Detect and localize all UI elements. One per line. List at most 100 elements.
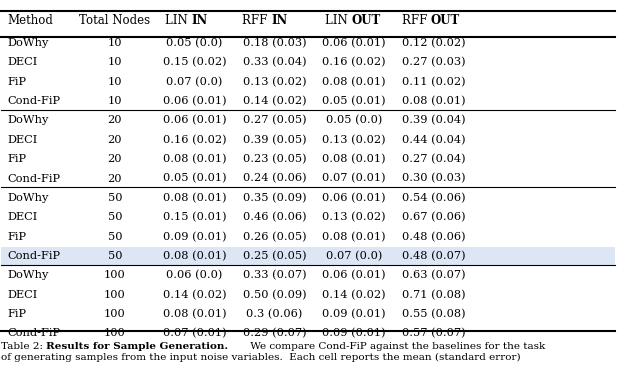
Text: 0.48 (0.06): 0.48 (0.06) — [402, 231, 466, 242]
Text: 0.27 (0.04): 0.27 (0.04) — [402, 154, 466, 164]
Text: 0.08 (0.01): 0.08 (0.01) — [163, 154, 227, 164]
Text: 10: 10 — [108, 96, 122, 106]
Text: 20: 20 — [108, 154, 122, 164]
Text: LIN: LIN — [165, 14, 191, 27]
Text: 0.16 (0.02): 0.16 (0.02) — [163, 135, 227, 145]
Text: 10: 10 — [108, 57, 122, 68]
Text: 0.05 (0.01): 0.05 (0.01) — [163, 173, 227, 184]
Text: 0.07 (0.01): 0.07 (0.01) — [163, 328, 227, 339]
Text: 0.08 (0.01): 0.08 (0.01) — [323, 231, 386, 242]
Text: 0.27 (0.03): 0.27 (0.03) — [402, 57, 466, 68]
Text: RFF: RFF — [243, 14, 271, 27]
Text: LIN: LIN — [324, 14, 351, 27]
Text: 0.33 (0.04): 0.33 (0.04) — [243, 57, 307, 68]
Text: FiP: FiP — [8, 77, 26, 87]
Text: FiP: FiP — [8, 232, 26, 242]
Text: Method: Method — [8, 14, 53, 27]
Text: 10: 10 — [108, 38, 122, 48]
Text: 0.05 (0.0): 0.05 (0.0) — [326, 116, 382, 126]
Text: 0.06 (0.01): 0.06 (0.01) — [323, 193, 386, 203]
Text: 0.06 (0.01): 0.06 (0.01) — [323, 38, 386, 48]
Text: 0.54 (0.06): 0.54 (0.06) — [402, 193, 466, 203]
Text: DoWhy: DoWhy — [8, 193, 49, 203]
Text: DoWhy: DoWhy — [8, 38, 49, 48]
Text: Cond-FiP: Cond-FiP — [8, 328, 61, 338]
Text: 100: 100 — [104, 328, 126, 338]
Text: 100: 100 — [104, 309, 126, 319]
Text: DECI: DECI — [8, 212, 38, 222]
Text: 0.29 (0.07): 0.29 (0.07) — [243, 328, 307, 339]
Text: 0.33 (0.07): 0.33 (0.07) — [243, 270, 307, 280]
Text: DECI: DECI — [8, 290, 38, 300]
Text: 0.07 (0.0): 0.07 (0.0) — [166, 76, 223, 87]
Text: 0.50 (0.09): 0.50 (0.09) — [243, 290, 307, 300]
Text: 0.15 (0.02): 0.15 (0.02) — [163, 57, 227, 68]
Text: 0.16 (0.02): 0.16 (0.02) — [323, 57, 386, 68]
Text: 0.13 (0.02): 0.13 (0.02) — [243, 76, 307, 87]
Text: 0.12 (0.02): 0.12 (0.02) — [402, 38, 466, 48]
Text: 100: 100 — [104, 270, 126, 280]
Text: 20: 20 — [108, 174, 122, 184]
Text: 50: 50 — [108, 193, 122, 203]
Text: 50: 50 — [108, 232, 122, 242]
Text: IN: IN — [271, 14, 287, 27]
Text: DECI: DECI — [8, 57, 38, 68]
Text: 0.44 (0.04): 0.44 (0.04) — [402, 135, 466, 145]
Text: 0.26 (0.05): 0.26 (0.05) — [243, 231, 307, 242]
Text: DoWhy: DoWhy — [8, 116, 49, 126]
Text: 100: 100 — [104, 290, 126, 300]
Text: 0.08 (0.01): 0.08 (0.01) — [163, 193, 227, 203]
Text: 0.23 (0.05): 0.23 (0.05) — [243, 154, 307, 164]
Text: 0.71 (0.08): 0.71 (0.08) — [402, 290, 466, 300]
Text: 0.35 (0.09): 0.35 (0.09) — [243, 193, 307, 203]
Text: 0.67 (0.06): 0.67 (0.06) — [402, 212, 466, 222]
Text: 0.14 (0.02): 0.14 (0.02) — [243, 96, 307, 106]
Text: 0.06 (0.01): 0.06 (0.01) — [163, 96, 227, 106]
Text: 0.57 (0.07): 0.57 (0.07) — [402, 328, 466, 339]
Text: 0.46 (0.06): 0.46 (0.06) — [243, 212, 307, 222]
Text: 0.09 (0.01): 0.09 (0.01) — [323, 328, 386, 339]
Text: 0.25 (0.05): 0.25 (0.05) — [243, 251, 307, 261]
Text: Total Nodes: Total Nodes — [79, 14, 150, 27]
Text: 0.07 (0.0): 0.07 (0.0) — [326, 251, 382, 261]
Text: 0.07 (0.01): 0.07 (0.01) — [323, 173, 386, 184]
Text: 0.11 (0.02): 0.11 (0.02) — [402, 76, 466, 87]
Text: 0.18 (0.03): 0.18 (0.03) — [243, 38, 307, 48]
Text: 0.08 (0.01): 0.08 (0.01) — [163, 309, 227, 319]
Text: 0.06 (0.01): 0.06 (0.01) — [323, 270, 386, 280]
Text: IN: IN — [191, 14, 208, 27]
Text: OUT: OUT — [351, 14, 380, 27]
Text: 0.14 (0.02): 0.14 (0.02) — [323, 290, 386, 300]
Text: 0.39 (0.04): 0.39 (0.04) — [402, 116, 466, 126]
Text: 0.05 (0.01): 0.05 (0.01) — [323, 96, 386, 106]
Text: 20: 20 — [108, 135, 122, 145]
Text: 0.14 (0.02): 0.14 (0.02) — [163, 290, 227, 300]
Text: OUT: OUT — [431, 14, 460, 27]
Text: 0.13 (0.02): 0.13 (0.02) — [323, 135, 386, 145]
Text: 0.08 (0.01): 0.08 (0.01) — [323, 154, 386, 164]
FancyBboxPatch shape — [1, 247, 615, 266]
Text: 0.06 (0.0): 0.06 (0.0) — [166, 270, 223, 280]
Text: Cond-FiP: Cond-FiP — [8, 96, 61, 106]
Text: 0.13 (0.02): 0.13 (0.02) — [323, 212, 386, 222]
Text: Cond-FiP: Cond-FiP — [8, 251, 61, 261]
Text: 0.09 (0.01): 0.09 (0.01) — [163, 231, 227, 242]
Text: FiP: FiP — [8, 309, 26, 319]
Text: 0.30 (0.03): 0.30 (0.03) — [402, 173, 466, 184]
Text: RFF: RFF — [402, 14, 431, 27]
Text: Cond-FiP: Cond-FiP — [8, 174, 61, 184]
Text: of generating samples from the input noise variables.  Each cell reports the mea: of generating samples from the input noi… — [1, 353, 521, 362]
Text: Results for Sample Generation.: Results for Sample Generation. — [46, 342, 228, 351]
Text: 20: 20 — [108, 116, 122, 126]
Text: Table 2:: Table 2: — [1, 342, 47, 351]
Text: 10: 10 — [108, 77, 122, 87]
Text: DECI: DECI — [8, 135, 38, 145]
Text: 0.63 (0.07): 0.63 (0.07) — [402, 270, 466, 280]
Text: 0.08 (0.01): 0.08 (0.01) — [163, 251, 227, 261]
Text: FiP: FiP — [8, 154, 26, 164]
Text: 0.48 (0.07): 0.48 (0.07) — [402, 251, 466, 261]
Text: We compare Cond-FiP against the baselines for the task: We compare Cond-FiP against the baseline… — [247, 342, 545, 351]
Text: 0.3 (0.06): 0.3 (0.06) — [246, 309, 303, 319]
Text: 0.08 (0.01): 0.08 (0.01) — [402, 96, 466, 106]
Text: DoWhy: DoWhy — [8, 270, 49, 280]
